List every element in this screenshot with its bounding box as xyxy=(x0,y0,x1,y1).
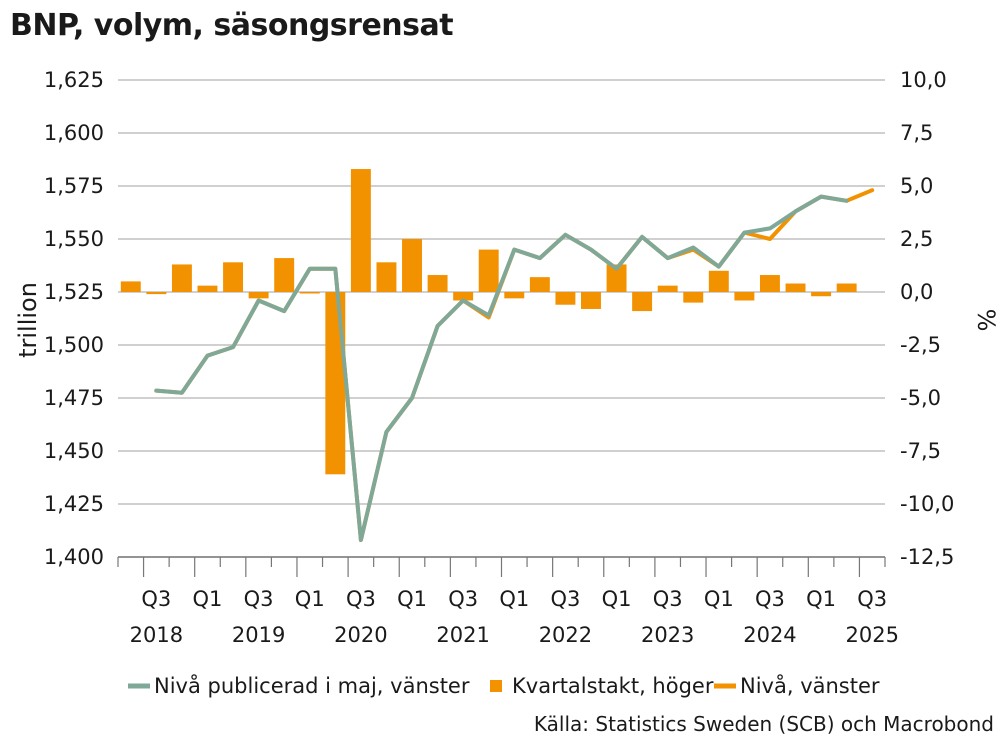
legend-label: Kvartalstakt, höger xyxy=(512,674,714,698)
left-tick-label: 1,575 xyxy=(44,174,104,198)
bar xyxy=(708,270,729,292)
bar xyxy=(274,258,295,292)
right-tick-label: -10,0 xyxy=(900,492,954,516)
x-year-label: 2019 xyxy=(232,623,285,647)
bar xyxy=(478,249,499,292)
gridlines xyxy=(118,79,885,558)
bar xyxy=(402,239,422,292)
x-quarter-label: Q1 xyxy=(704,587,734,611)
bar-series xyxy=(120,169,857,475)
x-quarter-label: Q3 xyxy=(448,587,478,611)
bar xyxy=(555,292,576,305)
right-tick-label: -12,5 xyxy=(900,545,954,569)
x-quarter-label: Q3 xyxy=(141,587,171,611)
left-tick-label: 1,400 xyxy=(44,545,104,569)
bar xyxy=(350,169,371,292)
left-tick-label: 1,475 xyxy=(44,386,104,410)
bar xyxy=(734,292,755,301)
bar xyxy=(197,285,218,292)
right-tick-label: -7,5 xyxy=(900,439,941,463)
line-series-level xyxy=(154,188,875,542)
bar xyxy=(606,264,627,292)
left-tick-label: 1,525 xyxy=(44,280,104,304)
left-tick-label: 1,550 xyxy=(44,227,104,251)
line-series-published xyxy=(154,194,849,542)
line-series xyxy=(154,188,875,542)
x-quarter-label: Q3 xyxy=(857,587,887,611)
bar xyxy=(581,292,601,309)
x-year-label: 2025 xyxy=(845,623,898,647)
legend-square-marker xyxy=(490,680,502,692)
left-tick-label: 1,500 xyxy=(44,333,104,357)
x-quarter-label: Q3 xyxy=(244,587,274,611)
bar xyxy=(171,264,192,292)
x-year-label: 2021 xyxy=(436,623,489,647)
x-quarter-label: Q3 xyxy=(755,587,785,611)
x-quarter-label: Q1 xyxy=(499,587,529,611)
right-tick-label: -2,5 xyxy=(900,333,941,357)
bar xyxy=(299,292,320,294)
chart-title: BNP, volym, säsongsrensat xyxy=(10,8,454,43)
x-quarter-label: Q1 xyxy=(806,587,836,611)
bar xyxy=(683,292,704,303)
bar xyxy=(759,275,780,292)
bar xyxy=(836,283,857,292)
x-quarter-label: Q3 xyxy=(550,587,580,611)
bar xyxy=(785,283,806,292)
bar xyxy=(811,292,832,297)
bar xyxy=(427,275,448,292)
bar xyxy=(632,292,653,312)
left-axis-title: trillion xyxy=(14,282,42,358)
tick-labels: 1,400 1,425 1,450 1,475 1,500 1,525 1,550 1,575… xyxy=(44,68,954,647)
x-axis xyxy=(117,556,886,577)
x-year-label: 2023 xyxy=(641,623,694,647)
left-tick-label: 1,625 xyxy=(44,68,104,92)
legend: Nivå publicerad i maj, vänster Kvartalsta… xyxy=(128,673,880,698)
legend-label: Nivå, vänster xyxy=(740,673,880,698)
left-tick-label: 1,450 xyxy=(44,439,104,463)
x-quarter-label: Q1 xyxy=(295,587,325,611)
bar xyxy=(453,292,474,301)
legend-label: Nivå publicerad i maj, vänster xyxy=(154,673,470,698)
source-note: Källa: Statistics Sweden (SCB) och Macro… xyxy=(533,712,994,736)
left-tick-label: 1,600 xyxy=(44,121,104,145)
right-tick-label: 5,0 xyxy=(900,174,933,198)
x-quarter-label: Q1 xyxy=(397,587,427,611)
right-tick-label: 7,5 xyxy=(900,121,933,145)
right-tick-label: 0,0 xyxy=(900,280,933,304)
x-year-label: 2022 xyxy=(539,623,592,647)
x-year-label: 2024 xyxy=(743,623,796,647)
x-quarter-label: Q1 xyxy=(193,587,223,611)
bar xyxy=(657,285,678,292)
right-tick-label: -5,0 xyxy=(900,386,941,410)
right-axis-title: % xyxy=(972,309,1000,332)
right-tick-label: 2,5 xyxy=(900,227,933,251)
bar xyxy=(529,277,550,292)
bar xyxy=(504,292,525,299)
left-tick-label: 1,425 xyxy=(44,492,104,516)
bar xyxy=(146,292,167,295)
x-year-label: 2018 xyxy=(130,623,183,647)
bar xyxy=(223,262,244,292)
bar xyxy=(248,292,269,299)
x-year-label: 2020 xyxy=(334,623,387,647)
right-tick-label: 10,0 xyxy=(900,68,947,92)
x-quarter-label: Q3 xyxy=(346,587,376,611)
x-quarter-label: Q1 xyxy=(602,587,632,611)
x-quarter-label: Q3 xyxy=(653,587,683,611)
bar xyxy=(325,292,346,475)
bar xyxy=(376,262,397,292)
bar xyxy=(120,281,141,292)
